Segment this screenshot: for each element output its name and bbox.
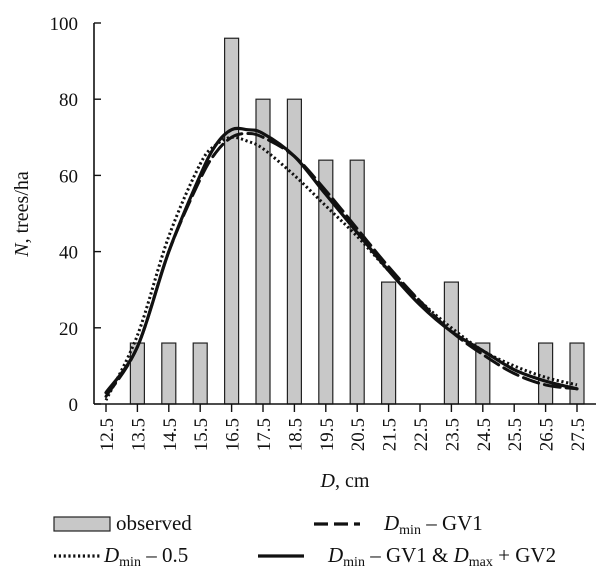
bar-observed [286,98,302,405]
legend-label-dotted: Dmin – 0.5 [103,543,188,569]
x-tick-label: 23.5 [442,418,463,451]
series-line-solid [104,126,579,395]
legend: observed Dmin – GV1 Dmin – 0.5 Dmin – GV1 &… [53,511,556,569]
x-tick-label: 21.5 [380,418,401,451]
bar-observed [381,281,397,405]
bar-observed [129,342,145,405]
x-tick-label: 13.5 [128,418,149,451]
x-tick-label: 26.5 [537,418,558,451]
legend-label-observed: observed [116,511,192,535]
x-axis-unit: , cm [335,470,370,492]
y-tick-label: 80 [59,90,78,111]
x-tick-label: 14.5 [160,418,181,451]
x-tick-label: 15.5 [191,418,212,451]
x-tick-label: 17.5 [254,418,275,451]
axes: 0 20 40 60 80 100 12.5 13.5 14.5 15.5 16.5 17.5 18.5… [50,14,596,451]
bar-observed [161,342,177,405]
x-tick-label: 27.5 [568,418,589,451]
y-tick-label: 40 [59,243,78,264]
bar-observed [537,342,554,405]
legend-label-solid: Dmin – GV1 & Dmax + GV2 [327,543,556,569]
bar-observed [255,98,271,405]
legend-item-dotted: Dmin – 0.5 [54,543,188,569]
legend-item-dashed: Dmin – GV1 [314,511,483,538]
series-line-dashed [104,131,579,398]
y-tick-label: 20 [59,319,78,340]
series-line-dotted [104,135,578,401]
y-tick-label: 0 [69,395,79,416]
legend-label-dashed: Dmin – GV1 [383,511,483,538]
bar-observed [443,281,459,405]
x-tick-label: 22.5 [411,418,432,451]
legend-item-solid: Dmin – GV1 & Dmax + GV2 [258,543,556,569]
bar-observed [192,342,208,405]
x-tick-label: 24.5 [474,418,495,451]
x-tick-label: 18.5 [285,418,306,451]
bar-observed [569,342,585,405]
x-tick-label: 19.5 [317,418,338,451]
x-axis-label: D, cm [320,470,370,492]
bar-observed [224,37,240,405]
bar-observed [349,159,365,405]
x-tick-label: 16.5 [223,418,244,451]
x-tick-label: 25.5 [505,418,526,451]
plot-area [104,37,585,405]
y-tick-label: 60 [59,166,78,187]
y-axis-unit: , trees/ha [11,171,33,243]
legend-swatch-observed [53,516,111,532]
x-tick-label: 20.5 [348,418,369,451]
x-tick-label: 12.5 [97,418,118,451]
y-axis-label: N, trees/ha [11,171,33,258]
legend-item-observed: observed [53,511,192,535]
x-axis-variable: D [320,470,336,492]
y-tick-label: 100 [50,14,79,35]
y-axis-variable: N [11,242,33,258]
